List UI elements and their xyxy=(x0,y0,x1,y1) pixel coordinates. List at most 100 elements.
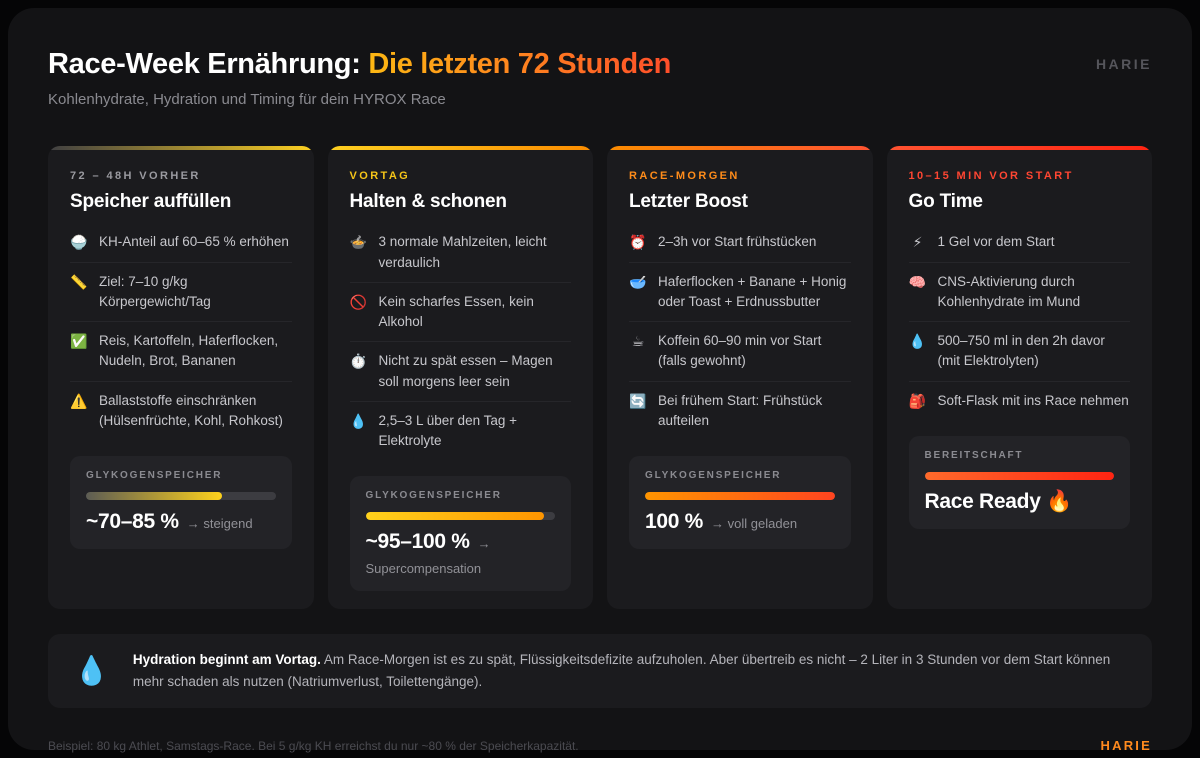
check-icon: ✅ xyxy=(70,333,88,350)
list-item-text: KH-Anteil auf 60–65 % erhöhen xyxy=(99,234,289,250)
list-item-text: Nicht zu spät essen – Magen soll morgens… xyxy=(378,353,553,389)
card-title: Halten & schonen xyxy=(349,191,507,213)
list-item-text: 1 Gel vor dem Start xyxy=(937,234,1055,250)
header: Race-Week Ernährung: Die letzten 72 Stun… xyxy=(48,48,1152,81)
main-panel: Race-Week Ernährung: Die letzten 72 Stun… xyxy=(8,8,1192,753)
meter-label: GLYKOGENSPEICHER xyxy=(86,470,223,482)
hydration-note-strong: Hydration beginnt am Vortag. xyxy=(132,652,321,668)
meter-fill xyxy=(645,492,835,501)
list-item-text: Haferflocken + Banane + Honig oder Toast… xyxy=(658,273,847,309)
card-title: Speicher auffüllen xyxy=(70,191,232,213)
stopwatch-icon: ⏱️ xyxy=(349,353,368,370)
meter-label: BEREITSCHAFT xyxy=(924,449,1024,461)
card-eyebrow: 72 – 48H VORHER xyxy=(70,170,201,183)
card-title: Go Time xyxy=(908,191,983,213)
meter-value: ~70–85 % xyxy=(86,510,179,534)
list-item-text: 2,5–3 L über den Tag + Elektrolyte xyxy=(378,412,518,449)
droplet-icon: 💧 xyxy=(908,333,927,350)
list-item: ⏱️ Nicht zu spät essen – Magen soll morg… xyxy=(349,341,571,401)
page-title-main: Race-Week Ernährung: xyxy=(48,48,369,80)
footer: Beispiel: 80 kg Athlet, Samstags-Race. B… xyxy=(48,738,1152,753)
list-item-text: CNS-Aktivierung durch Kohlenhydrate im M… xyxy=(937,273,1081,309)
bowl-with-spoon-icon: 🥣 xyxy=(629,273,647,290)
list-item: 💧 2,5–3 L über den Tag + Elektrolyte xyxy=(349,400,571,461)
card-items: 🍲 3 normale Mahlzeiten, leicht verdaulic… xyxy=(349,223,572,461)
card-eyebrow: VORTAG xyxy=(349,170,411,183)
meter-fill xyxy=(924,471,1114,480)
list-item: 🚫 Kein scharfes Essen, kein Alkohol xyxy=(349,281,571,342)
list-item: 💧 500–750 ml in den 2h davor (mit Elektr… xyxy=(908,321,1130,381)
warning-icon: ⚠️ xyxy=(70,392,88,409)
list-item: ⚠️ Ballaststoffe einschränken (Hülsenfrü… xyxy=(70,380,292,441)
meter-track xyxy=(645,492,835,501)
list-item: 🥣 Haferflocken + Banane + Honig oder Toa… xyxy=(629,261,851,322)
card-accent-bar xyxy=(607,146,873,151)
droplet-icon: 💧 xyxy=(74,655,109,687)
card-eyebrow: 10–15 MIN VOR START xyxy=(908,170,1074,183)
list-item: 📏 Ziel: 7–10 g/kg Körpergewicht/Tag xyxy=(70,261,292,322)
alarm-clock-icon: ⏰ xyxy=(629,234,647,251)
list-item-text: Reis, Kartoffeln, Haferflocken, Nudeln, … xyxy=(99,333,279,369)
card-body: RACE-MORGEN Letzter Boost ⏰ 2–3h vor Sta… xyxy=(607,150,873,609)
card-go-time: 10–15 MIN VOR START Go Time ⚡ 1 Gel vor … xyxy=(886,146,1153,610)
list-item: 🎒 Soft-Flask mit ins Race nehmen xyxy=(908,380,1130,420)
card-title: Letzter Boost xyxy=(629,191,748,213)
list-item-text: Ballaststoffe einschränken (Hülsenfrücht… xyxy=(99,392,283,428)
meter-track xyxy=(86,492,276,501)
card-72-48h-vorher: 72 – 48H VORHER Speicher auffüllen 🍚 KH-… xyxy=(48,146,314,610)
meter-track xyxy=(924,471,1114,480)
list-item: ⏰ 2–3h vor Start frühstücken xyxy=(629,223,851,261)
list-item-text: Koffein 60–90 min vor Start (falls gewoh… xyxy=(658,333,822,369)
brain-icon: 🧠 xyxy=(908,273,927,290)
lightning-icon: ⚡ xyxy=(912,234,923,251)
meter-value: 100 % xyxy=(645,510,704,534)
rice-icon: 🍚 xyxy=(70,234,88,251)
list-item: 🍲 3 normale Mahlzeiten, leicht verdaulic… xyxy=(350,223,572,282)
card-body: VORTAG Halten & schonen 🍲 3 normale Mahl… xyxy=(328,150,594,609)
meter-label: GLYKOGENSPEICHER xyxy=(645,470,782,482)
card-items: ⏰ 2–3h vor Start frühstücken 🥣 Haferfloc… xyxy=(629,223,851,440)
list-item-text: 2–3h vor Start frühstücken xyxy=(658,234,817,250)
list-item: ⚡ 1 Gel vor dem Start xyxy=(909,223,1131,261)
meter-track xyxy=(365,512,555,521)
hydration-note-text: Hydration beginnt am Vortag. Am Race-Mor… xyxy=(133,649,1126,692)
meter-suffix: → xyxy=(477,536,491,552)
list-item-text: 500–750 ml in den 2h davor (mit Elektrol… xyxy=(937,333,1105,369)
card-race-morgen: RACE-MORGEN Letzter Boost ⏰ 2–3h vor Sta… xyxy=(607,146,873,610)
page-title: Race-Week Ernährung: Die letzten 72 Stun… xyxy=(48,48,671,81)
card-eyebrow: RACE-MORGEN xyxy=(629,170,740,183)
meter-sub: Supercompensation xyxy=(365,561,482,577)
glycogen-meter: GLYKOGENSPEICHER ~70–85 % → steigend xyxy=(70,456,292,550)
phase-cards: 72 – 48H VORHER Speicher auffüllen 🍚 KH-… xyxy=(48,146,1153,610)
hydration-note: 💧 Hydration beginnt am Vortag. Am Race-M… xyxy=(48,634,1152,708)
card-vortag: VORTAG Halten & schonen 🍲 3 normale Mahl… xyxy=(327,146,594,610)
list-item-text: Kein scharfes Essen, kein Alkohol xyxy=(378,293,534,330)
brand-logo-top: HARIE xyxy=(1095,56,1152,72)
pot-of-food-icon: 🍲 xyxy=(349,234,368,251)
page-subtitle: Kohlenhydrate, Hydration und Timing für … xyxy=(48,91,446,109)
backpack-icon: 🎒 xyxy=(908,392,927,409)
page-title-accent: Die letzten 72 Stunden xyxy=(368,48,672,80)
glycogen-meter: GLYKOGENSPEICHER 100 % → voll geladen xyxy=(629,456,851,550)
list-item-text: Ziel: 7–10 g/kg Körpergewicht/Tag xyxy=(99,273,211,309)
readiness-meter: BEREITSCHAFT Race Ready 🔥 xyxy=(908,435,1130,529)
card-items: ⚡ 1 Gel vor dem Start 🧠 CNS-Aktivierung … xyxy=(908,223,1131,420)
list-item-text: Bei frühem Start: Frühstück aufteilen xyxy=(658,392,823,428)
meter-fill xyxy=(365,512,544,521)
card-accent-bar xyxy=(48,146,314,151)
card-body: 10–15 MIN VOR START Go Time ⚡ 1 Gel vor … xyxy=(887,150,1153,609)
ruler-icon: 📏 xyxy=(70,273,88,290)
droplet-icon: 💧 xyxy=(349,412,368,429)
list-item: 🍚 KH-Anteil auf 60–65 % erhöhen xyxy=(70,223,292,261)
meter-label: GLYKOGENSPEICHER xyxy=(365,490,502,502)
meter-value: Race Ready 🔥 xyxy=(924,489,1073,513)
repeat-icon: 🔄 xyxy=(629,392,647,409)
list-item: ☕ Koffein 60–90 min vor Start (falls gew… xyxy=(629,321,851,381)
prohibited-icon: 🚫 xyxy=(349,293,368,310)
meter-suffix: → voll geladen xyxy=(711,516,798,532)
card-items: 🍚 KH-Anteil auf 60–65 % erhöhen 📏 Ziel: … xyxy=(70,223,292,440)
meter-value: ~95–100 % xyxy=(365,530,470,554)
list-item: 🔄 Bei frühem Start: Frühstück aufteilen xyxy=(629,380,851,441)
meter-fill xyxy=(86,492,223,501)
list-item-text: 3 normale Mahlzeiten, leicht verdaulich xyxy=(378,234,547,270)
